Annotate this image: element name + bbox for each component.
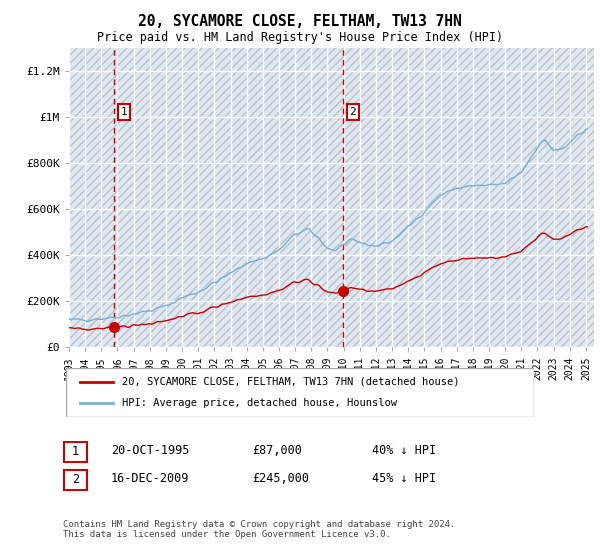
Text: 16-DEC-2009: 16-DEC-2009 (111, 472, 190, 486)
Text: 40% ↓ HPI: 40% ↓ HPI (372, 444, 436, 458)
Text: 2: 2 (72, 473, 79, 487)
Bar (69, 48, 594, 347)
Text: 20-OCT-1995: 20-OCT-1995 (111, 444, 190, 458)
Text: 45% ↓ HPI: 45% ↓ HPI (372, 472, 436, 486)
Text: 2: 2 (349, 107, 356, 117)
Text: 1: 1 (121, 107, 127, 117)
Text: 20, SYCAMORE CLOSE, FELTHAM, TW13 7HN: 20, SYCAMORE CLOSE, FELTHAM, TW13 7HN (138, 14, 462, 29)
Text: Contains HM Land Registry data © Crown copyright and database right 2024.
This d: Contains HM Land Registry data © Crown c… (63, 520, 455, 539)
Text: Price paid vs. HM Land Registry's House Price Index (HPI): Price paid vs. HM Land Registry's House … (97, 31, 503, 44)
Text: £245,000: £245,000 (252, 472, 309, 486)
Text: 20, SYCAMORE CLOSE, FELTHAM, TW13 7HN (detached house): 20, SYCAMORE CLOSE, FELTHAM, TW13 7HN (d… (122, 377, 460, 387)
Text: HPI: Average price, detached house, Hounslow: HPI: Average price, detached house, Houn… (122, 398, 397, 408)
Text: 1: 1 (72, 445, 79, 459)
FancyBboxPatch shape (66, 368, 534, 417)
FancyBboxPatch shape (64, 442, 87, 462)
Text: £87,000: £87,000 (252, 444, 302, 458)
FancyBboxPatch shape (64, 470, 87, 490)
